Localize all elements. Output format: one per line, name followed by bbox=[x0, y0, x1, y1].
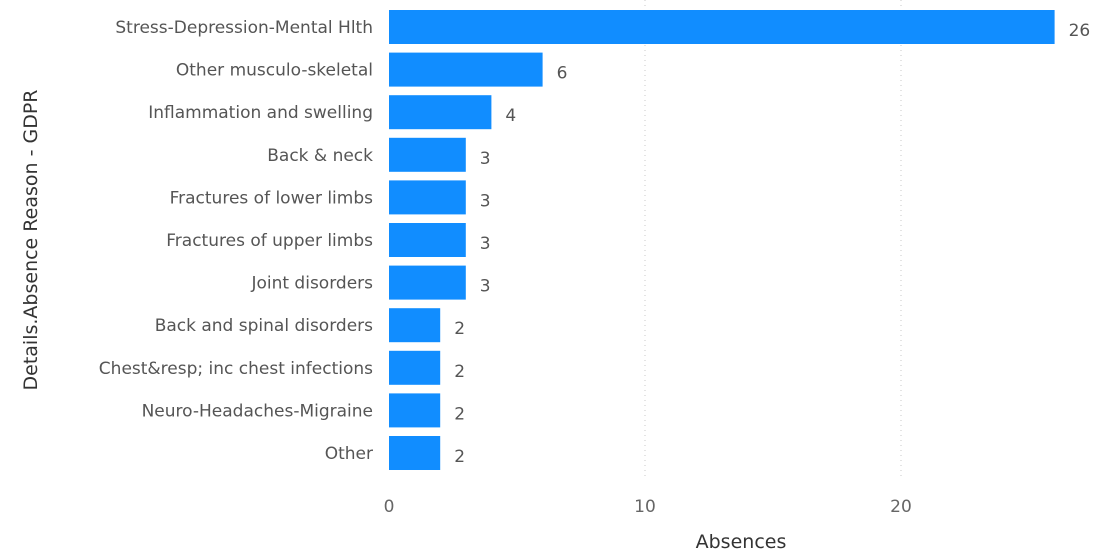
x-axis-title: Absences bbox=[696, 531, 787, 552]
category-label: Back and spinal disorders bbox=[155, 316, 373, 336]
bar[interactable] bbox=[389, 223, 466, 257]
data-labels: 26 6 4 3 3 3 3 2 2 2 2 bbox=[454, 21, 1090, 467]
category-label: Neuro-Headaches-Migraine bbox=[142, 401, 373, 421]
bar[interactable] bbox=[389, 180, 466, 215]
y-axis-title: Details.Absence Reason - GDPR bbox=[20, 90, 42, 391]
bar[interactable] bbox=[389, 350, 441, 385]
category-label: Back & neck bbox=[267, 146, 373, 166]
bar[interactable] bbox=[389, 393, 441, 428]
bar[interactable] bbox=[389, 436, 441, 470]
bar[interactable] bbox=[389, 52, 543, 87]
category-labels: Stress-Depression-Mental Hlth Other muscu… bbox=[99, 18, 373, 464]
data-label: 2 bbox=[454, 404, 465, 424]
category-label: Fractures of lower limbs bbox=[170, 188, 374, 208]
category-label: Fractures of upper limbs bbox=[166, 231, 373, 251]
data-label: 4 bbox=[505, 106, 516, 126]
gridlines bbox=[644, 0, 902, 478]
data-label: 3 bbox=[480, 234, 491, 254]
category-label: Stress-Depression-Mental Hlth bbox=[115, 18, 373, 38]
data-label: 26 bbox=[1069, 21, 1091, 41]
data-label: 2 bbox=[454, 447, 465, 467]
category-label: Other musculo-skeletal bbox=[176, 61, 373, 81]
category-label: Other bbox=[325, 444, 373, 464]
bar[interactable] bbox=[389, 265, 466, 300]
bar[interactable] bbox=[389, 137, 466, 172]
x-tick-labels: 0 10 20 bbox=[384, 497, 912, 517]
category-label: Chest&resp; inc chest infections bbox=[99, 359, 373, 379]
data-label: 2 bbox=[454, 362, 465, 382]
data-label: 3 bbox=[480, 149, 491, 169]
data-label: 3 bbox=[480, 277, 491, 297]
bars bbox=[389, 10, 1055, 470]
bar[interactable] bbox=[389, 308, 441, 343]
x-tick-label: 20 bbox=[890, 497, 912, 517]
data-label: 2 bbox=[454, 319, 465, 339]
bar[interactable] bbox=[389, 10, 1055, 44]
data-label: 3 bbox=[480, 191, 491, 211]
category-label: Joint disorders bbox=[250, 274, 373, 294]
x-tick-label: 0 bbox=[384, 497, 395, 517]
category-label: Inflammation and swelling bbox=[148, 103, 373, 123]
bar[interactable] bbox=[389, 95, 492, 130]
x-tick-label: 10 bbox=[634, 497, 656, 517]
data-label: 6 bbox=[557, 64, 568, 84]
